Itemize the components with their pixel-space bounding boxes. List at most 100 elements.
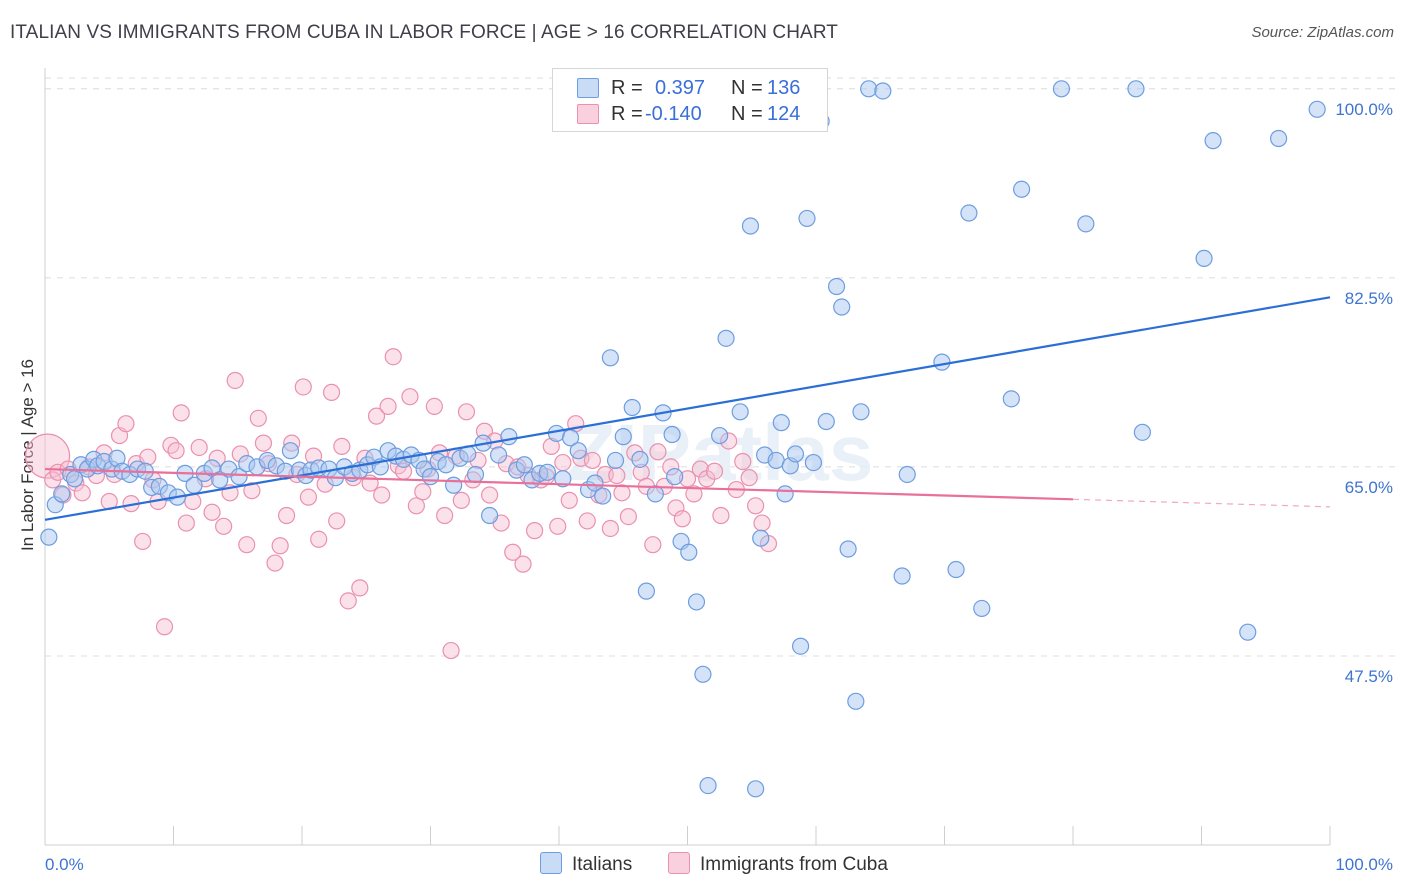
italians-point	[1127, 80, 1145, 98]
italians-point	[623, 398, 641, 417]
italians-point	[852, 403, 870, 421]
legend-n-value-italians: 136	[767, 77, 801, 99]
italians-point	[281, 442, 300, 460]
axes	[44, 68, 1331, 846]
cuba-point	[673, 510, 691, 528]
italians-point	[490, 446, 508, 464]
cuba-point	[457, 403, 476, 421]
italians-point	[776, 485, 794, 503]
italians-point	[1077, 215, 1095, 233]
italians-point	[752, 529, 770, 547]
cuba-point	[351, 579, 369, 597]
cuba-point	[277, 506, 296, 525]
italians-point	[973, 599, 991, 618]
cuba-point	[172, 404, 190, 422]
italians-point	[637, 582, 655, 600]
italians-point	[711, 426, 729, 445]
cuba-point	[705, 462, 724, 480]
cuba-point	[414, 483, 432, 501]
correlation-legend: R = 0.397 N = 136 R = -0.140 N = 124	[552, 68, 828, 132]
cuba-point	[134, 532, 152, 551]
italians-point	[798, 209, 816, 228]
italians-point	[421, 468, 440, 486]
cuba-point	[299, 488, 318, 506]
cuba-point	[243, 482, 261, 500]
cuba-point	[190, 438, 208, 457]
italians-point	[40, 528, 58, 546]
cuba-point	[644, 536, 662, 554]
cuba-point	[254, 434, 273, 452]
cuba-point	[619, 507, 637, 526]
cuba-point	[667, 499, 685, 517]
italians-point	[827, 277, 846, 296]
italians-point	[666, 468, 684, 486]
italians-point	[694, 665, 712, 683]
cuba-point	[685, 485, 703, 503]
italians-point	[817, 412, 835, 431]
gridlines	[45, 77, 1395, 657]
italians-point	[445, 476, 463, 494]
cuba-point	[442, 641, 460, 660]
italians-point	[601, 349, 620, 367]
cuba-point	[452, 491, 470, 509]
italians-point	[699, 776, 717, 795]
cuba-point	[691, 460, 709, 478]
italians-point	[804, 453, 823, 472]
y-tick-label: 100.0%	[1335, 100, 1393, 119]
cuba-point	[73, 484, 91, 502]
cuba-point	[649, 443, 667, 461]
y-tick-label: 82.5%	[1345, 289, 1393, 308]
cuba-point	[294, 378, 312, 396]
cuba-point	[583, 451, 602, 470]
italians-point	[594, 487, 612, 505]
italians-point	[481, 506, 499, 525]
italians-point	[586, 474, 604, 492]
legend-label-italians: Italians	[572, 854, 633, 875]
italians-point	[569, 442, 587, 460]
y-tick-label: 47.5%	[1345, 667, 1393, 686]
italians-point	[1012, 180, 1031, 198]
italians-point	[747, 780, 765, 798]
legend-r-label: R =	[611, 77, 643, 99]
cuba-point	[560, 491, 578, 509]
cuba-point	[271, 537, 289, 555]
italians-point	[786, 445, 805, 463]
italians-point	[538, 463, 557, 481]
italians-point	[53, 485, 71, 503]
cuba-point	[226, 371, 244, 390]
italians-point	[631, 450, 649, 468]
bottom-legend-italians[interactable]: Italians	[540, 852, 632, 876]
trend-lines	[44, 296, 1331, 521]
italians-point	[874, 82, 892, 100]
source-label: Source: ZipAtlas.com	[1251, 24, 1394, 41]
italians-point	[898, 465, 916, 484]
bottom-legend-cuba[interactable]: Immigrants from Cuba	[668, 852, 888, 876]
legend-n-label: N =	[731, 103, 763, 125]
italians-point	[893, 567, 911, 585]
italians-point	[437, 456, 455, 474]
cuba-point	[339, 592, 357, 610]
italians-point	[839, 540, 857, 558]
italians-point	[833, 298, 851, 316]
cuba-point	[215, 517, 233, 535]
legend-n-label: N =	[731, 77, 763, 99]
italians-point	[547, 424, 566, 443]
italians-point	[230, 468, 248, 486]
x-tick-label: 0.0%	[45, 855, 84, 874]
italians-trend-line	[44, 296, 1331, 521]
legend-r-label: R =	[611, 103, 643, 125]
cuba-point	[333, 437, 351, 455]
legend-swatch-cuba	[577, 104, 599, 124]
cuba-point	[238, 536, 256, 554]
cuba-point	[601, 519, 620, 538]
x-tick-label: 100.0%	[1335, 855, 1393, 874]
cuba-point	[266, 554, 284, 572]
cuba-point	[712, 506, 730, 525]
italians-point	[515, 456, 533, 474]
italians-point	[960, 204, 978, 222]
legend-r-value-cuba: -0.140	[645, 103, 702, 125]
italians-point	[1308, 100, 1326, 118]
italians-point	[554, 470, 572, 488]
legend-swatch-cuba	[668, 852, 690, 874]
cuba-point	[249, 409, 267, 427]
